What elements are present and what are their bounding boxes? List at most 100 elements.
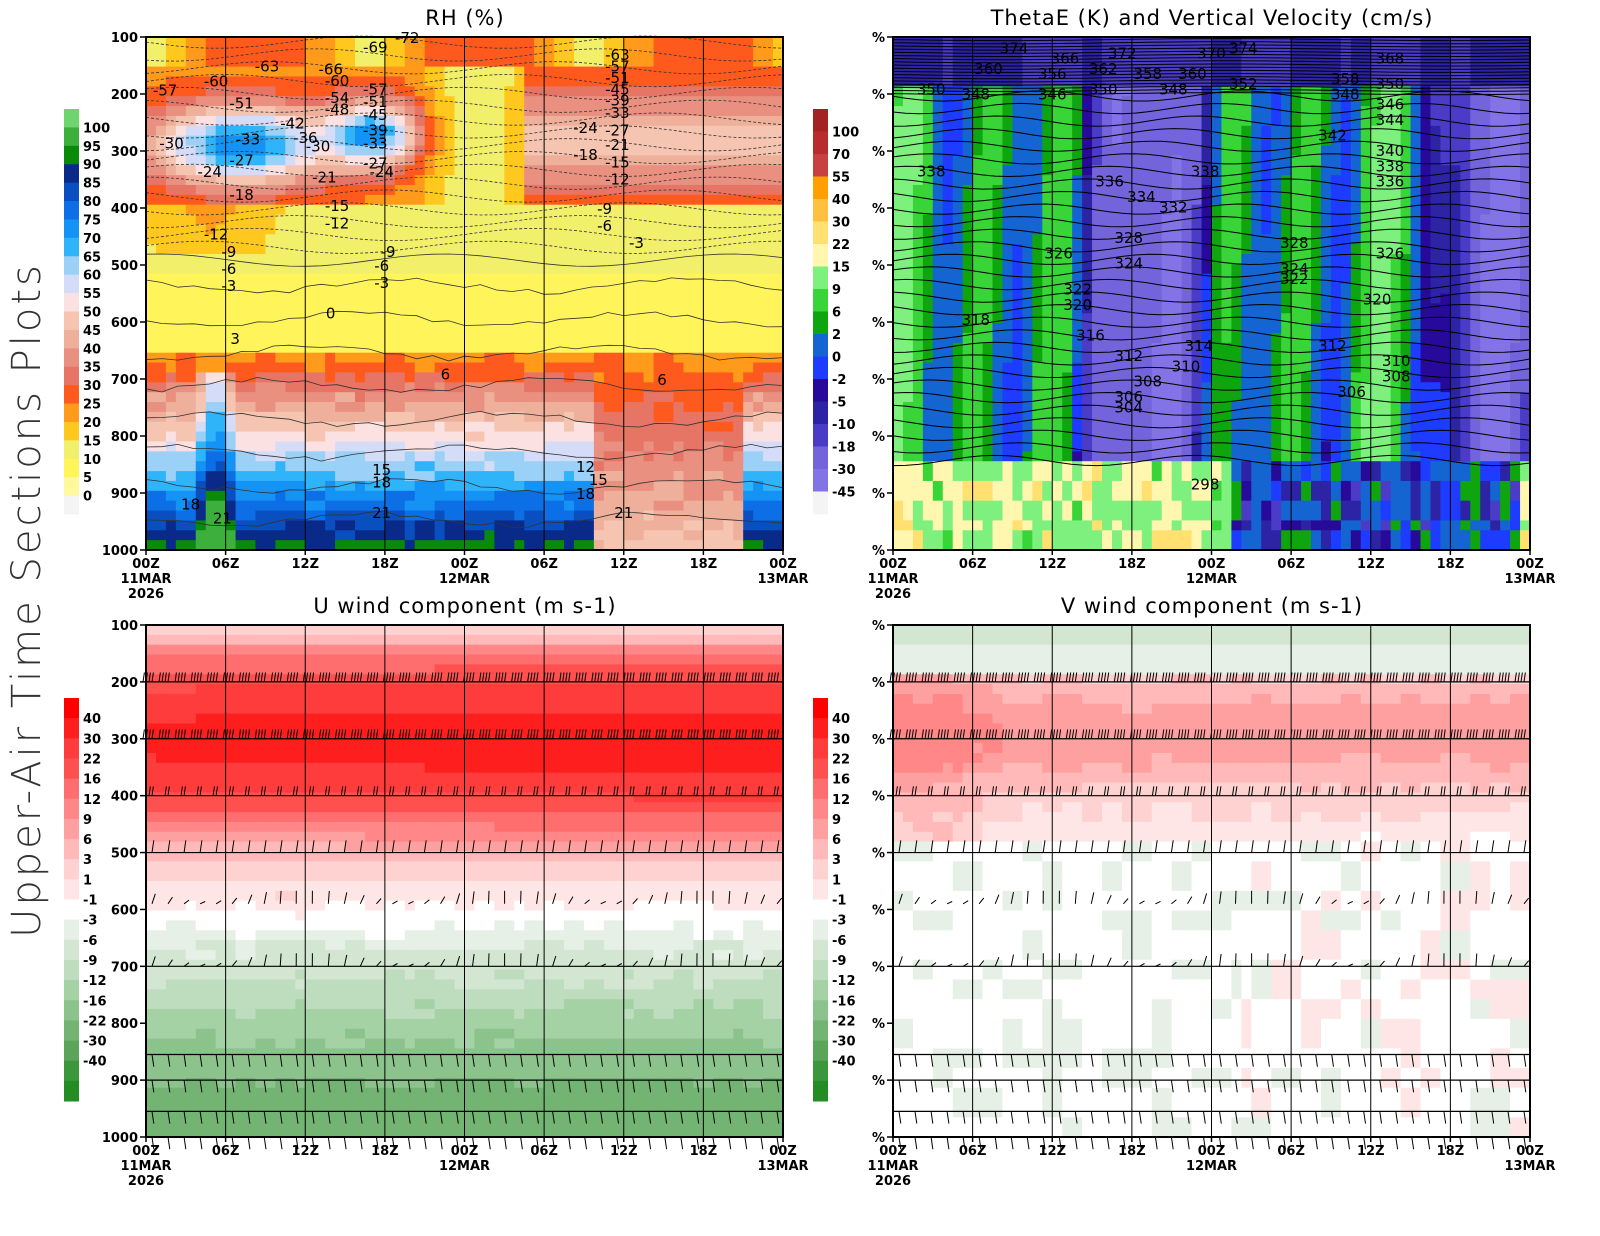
field-cell — [484, 382, 495, 393]
field-cell — [743, 46, 754, 58]
field-cell — [225, 254, 237, 265]
field-cell — [524, 165, 535, 176]
field-cell — [703, 490, 714, 502]
field-cell — [155, 421, 167, 433]
field-cell — [743, 214, 754, 226]
field-cell — [414, 431, 426, 443]
field-cell — [753, 184, 764, 196]
field-cell — [942, 451, 954, 462]
field-cell — [932, 273, 944, 285]
field-cell — [255, 323, 267, 334]
field-cell — [633, 135, 645, 147]
field-cell — [593, 500, 605, 512]
field-cell — [922, 244, 934, 255]
field-cell — [982, 490, 994, 502]
field-cell — [524, 56, 535, 68]
field-cell — [932, 293, 944, 304]
field-cell — [723, 86, 734, 97]
field-cell — [653, 145, 665, 156]
field-cell — [1161, 135, 1173, 147]
field-cell — [1052, 510, 1063, 522]
field-cell — [345, 402, 356, 413]
field-cell — [932, 402, 944, 413]
field-cell — [1151, 461, 1163, 472]
field-cell — [325, 96, 336, 107]
field-cell — [524, 66, 535, 78]
field-cell — [424, 510, 436, 522]
field-cell — [912, 421, 924, 433]
field-cell — [663, 56, 675, 68]
field-cell — [444, 362, 456, 374]
field-cell — [434, 37, 446, 48]
field-cell — [146, 303, 157, 314]
field-cell — [763, 244, 774, 255]
field-cell — [504, 76, 515, 87]
field-cell — [484, 303, 495, 314]
field-cell — [753, 254, 764, 265]
field-cell — [1092, 382, 1103, 393]
field-cell — [295, 461, 306, 472]
field-cell — [225, 500, 237, 512]
field-cell — [922, 323, 934, 334]
field-cell — [464, 461, 476, 472]
field-cell — [893, 135, 904, 147]
field-cell — [474, 244, 485, 255]
colorbar-swatch — [64, 458, 79, 478]
field-cell — [753, 382, 764, 393]
field-cell — [285, 500, 296, 512]
field-cell — [484, 135, 495, 147]
field-cell — [414, 372, 426, 383]
field-cell — [155, 165, 167, 176]
field-cell — [165, 362, 177, 374]
field-cell — [583, 480, 595, 492]
field-cell — [464, 520, 476, 531]
field-cell — [1161, 421, 1173, 433]
field-cell — [146, 471, 157, 482]
field-cell — [554, 37, 565, 48]
field-cell — [593, 332, 605, 344]
field-cell — [275, 461, 286, 472]
field-cell — [733, 46, 744, 58]
field-cell — [942, 540, 954, 551]
field-cell — [384, 342, 396, 354]
field-cell — [195, 293, 207, 304]
field-cell — [952, 46, 964, 58]
y-tick-label: 200 — [111, 88, 138, 103]
field-cell — [315, 540, 326, 551]
field-cell — [1052, 342, 1063, 354]
field-cell — [653, 244, 665, 255]
field-cell — [773, 500, 784, 512]
colorbar-label: 20 — [83, 416, 101, 431]
field-cell — [364, 106, 376, 117]
contour-label: -15 — [605, 153, 630, 171]
field-cell — [444, 392, 456, 403]
field-cell — [1121, 520, 1133, 531]
field-cell — [703, 431, 714, 443]
field-cell — [982, 244, 994, 255]
field-cell — [255, 66, 267, 78]
field-cell — [1082, 263, 1093, 275]
field-cell — [603, 145, 615, 156]
contour-line — [145, 176, 784, 190]
field-cell — [146, 66, 157, 78]
field-cell — [474, 303, 485, 314]
field-cell — [146, 392, 157, 403]
field-cell — [713, 283, 724, 295]
field-cell — [962, 283, 974, 295]
field-cell — [444, 520, 456, 531]
field-cell — [743, 510, 754, 522]
field-cell — [295, 520, 306, 531]
field-cell — [454, 342, 466, 354]
field-cell — [255, 135, 267, 147]
field-cell — [683, 175, 695, 186]
field-cell — [982, 293, 994, 304]
field-cell — [285, 175, 296, 186]
field-cell — [653, 431, 665, 443]
field-cell — [315, 500, 326, 512]
field-cell — [335, 86, 346, 97]
field-cell — [315, 46, 326, 58]
field-cell — [733, 135, 744, 147]
field-cell — [235, 500, 247, 512]
field-cell — [763, 402, 774, 413]
field-cell — [743, 135, 754, 147]
